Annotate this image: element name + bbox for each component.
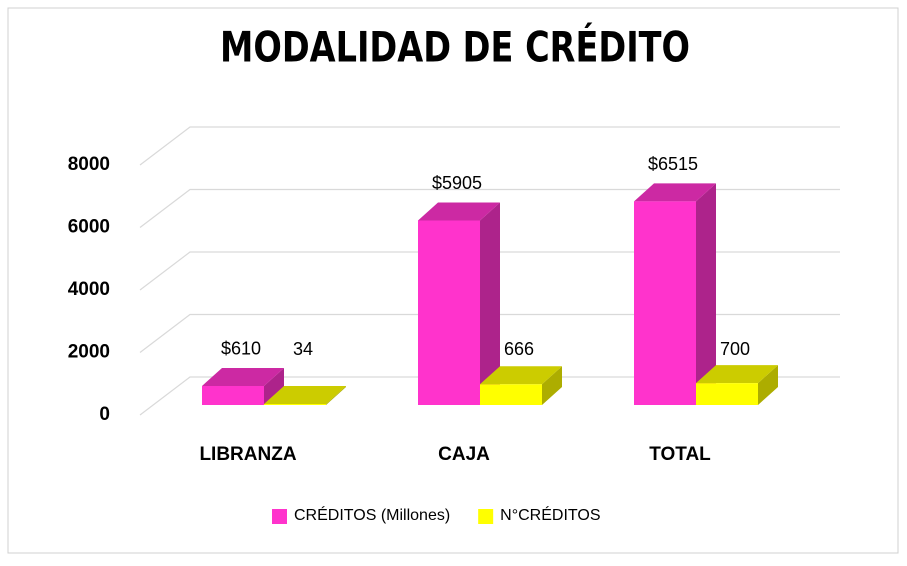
data-label: 700: [720, 339, 750, 359]
legend-swatch: [478, 509, 494, 524]
y-tick-label: 4000: [68, 279, 110, 300]
x-tick-label: TOTAL: [649, 444, 711, 465]
y-tick-label: 6000: [68, 217, 110, 238]
x-tick-label: LIBRANZA: [199, 444, 296, 465]
grid-line: [139, 251, 840, 291]
legend-label: CRÉDITOS (Millones): [294, 505, 450, 524]
bar-face: [264, 403, 326, 405]
grid-line: [139, 126, 840, 166]
bar: [264, 385, 346, 405]
y-tick-label: 8000: [68, 154, 110, 175]
grid-line: [139, 313, 840, 353]
bar-face: [202, 367, 284, 386]
bar: [696, 365, 778, 405]
bar: [634, 183, 716, 405]
data-label: 666: [504, 339, 534, 359]
bar-face: [542, 366, 562, 405]
bar-face: [480, 202, 500, 405]
legend-swatch: [272, 509, 287, 524]
legend-label: N°CRÉDITOS: [500, 505, 600, 524]
bar-face: [326, 385, 346, 405]
bar-face: [264, 367, 284, 405]
grid-line: [139, 188, 840, 228]
bar-face: [418, 220, 480, 405]
bar: [202, 367, 284, 405]
bar-face: [264, 385, 346, 404]
bar-face: [480, 384, 542, 405]
y-tick-label: 0: [99, 404, 110, 425]
grid-line: [139, 376, 840, 416]
bar-face: [480, 366, 562, 385]
bar-face: [696, 183, 716, 405]
bar-face: [202, 385, 264, 405]
x-tick-label: CAJA: [438, 444, 490, 465]
bar: [480, 366, 562, 405]
data-label: $6515: [648, 154, 698, 174]
bar-face: [418, 202, 500, 221]
bar-face: [758, 365, 778, 405]
bar-face: [696, 383, 758, 405]
chart-title: MODALIDAD DE CRÉDITO: [220, 22, 690, 72]
data-label: $5905: [432, 173, 482, 193]
y-tick-label: 2000: [68, 342, 110, 363]
bar-face: [634, 201, 696, 405]
bar: [418, 202, 500, 405]
bar-face: [634, 183, 716, 202]
bar-face: [696, 365, 778, 384]
data-label: $610: [221, 339, 261, 359]
data-label: 34: [293, 339, 313, 359]
